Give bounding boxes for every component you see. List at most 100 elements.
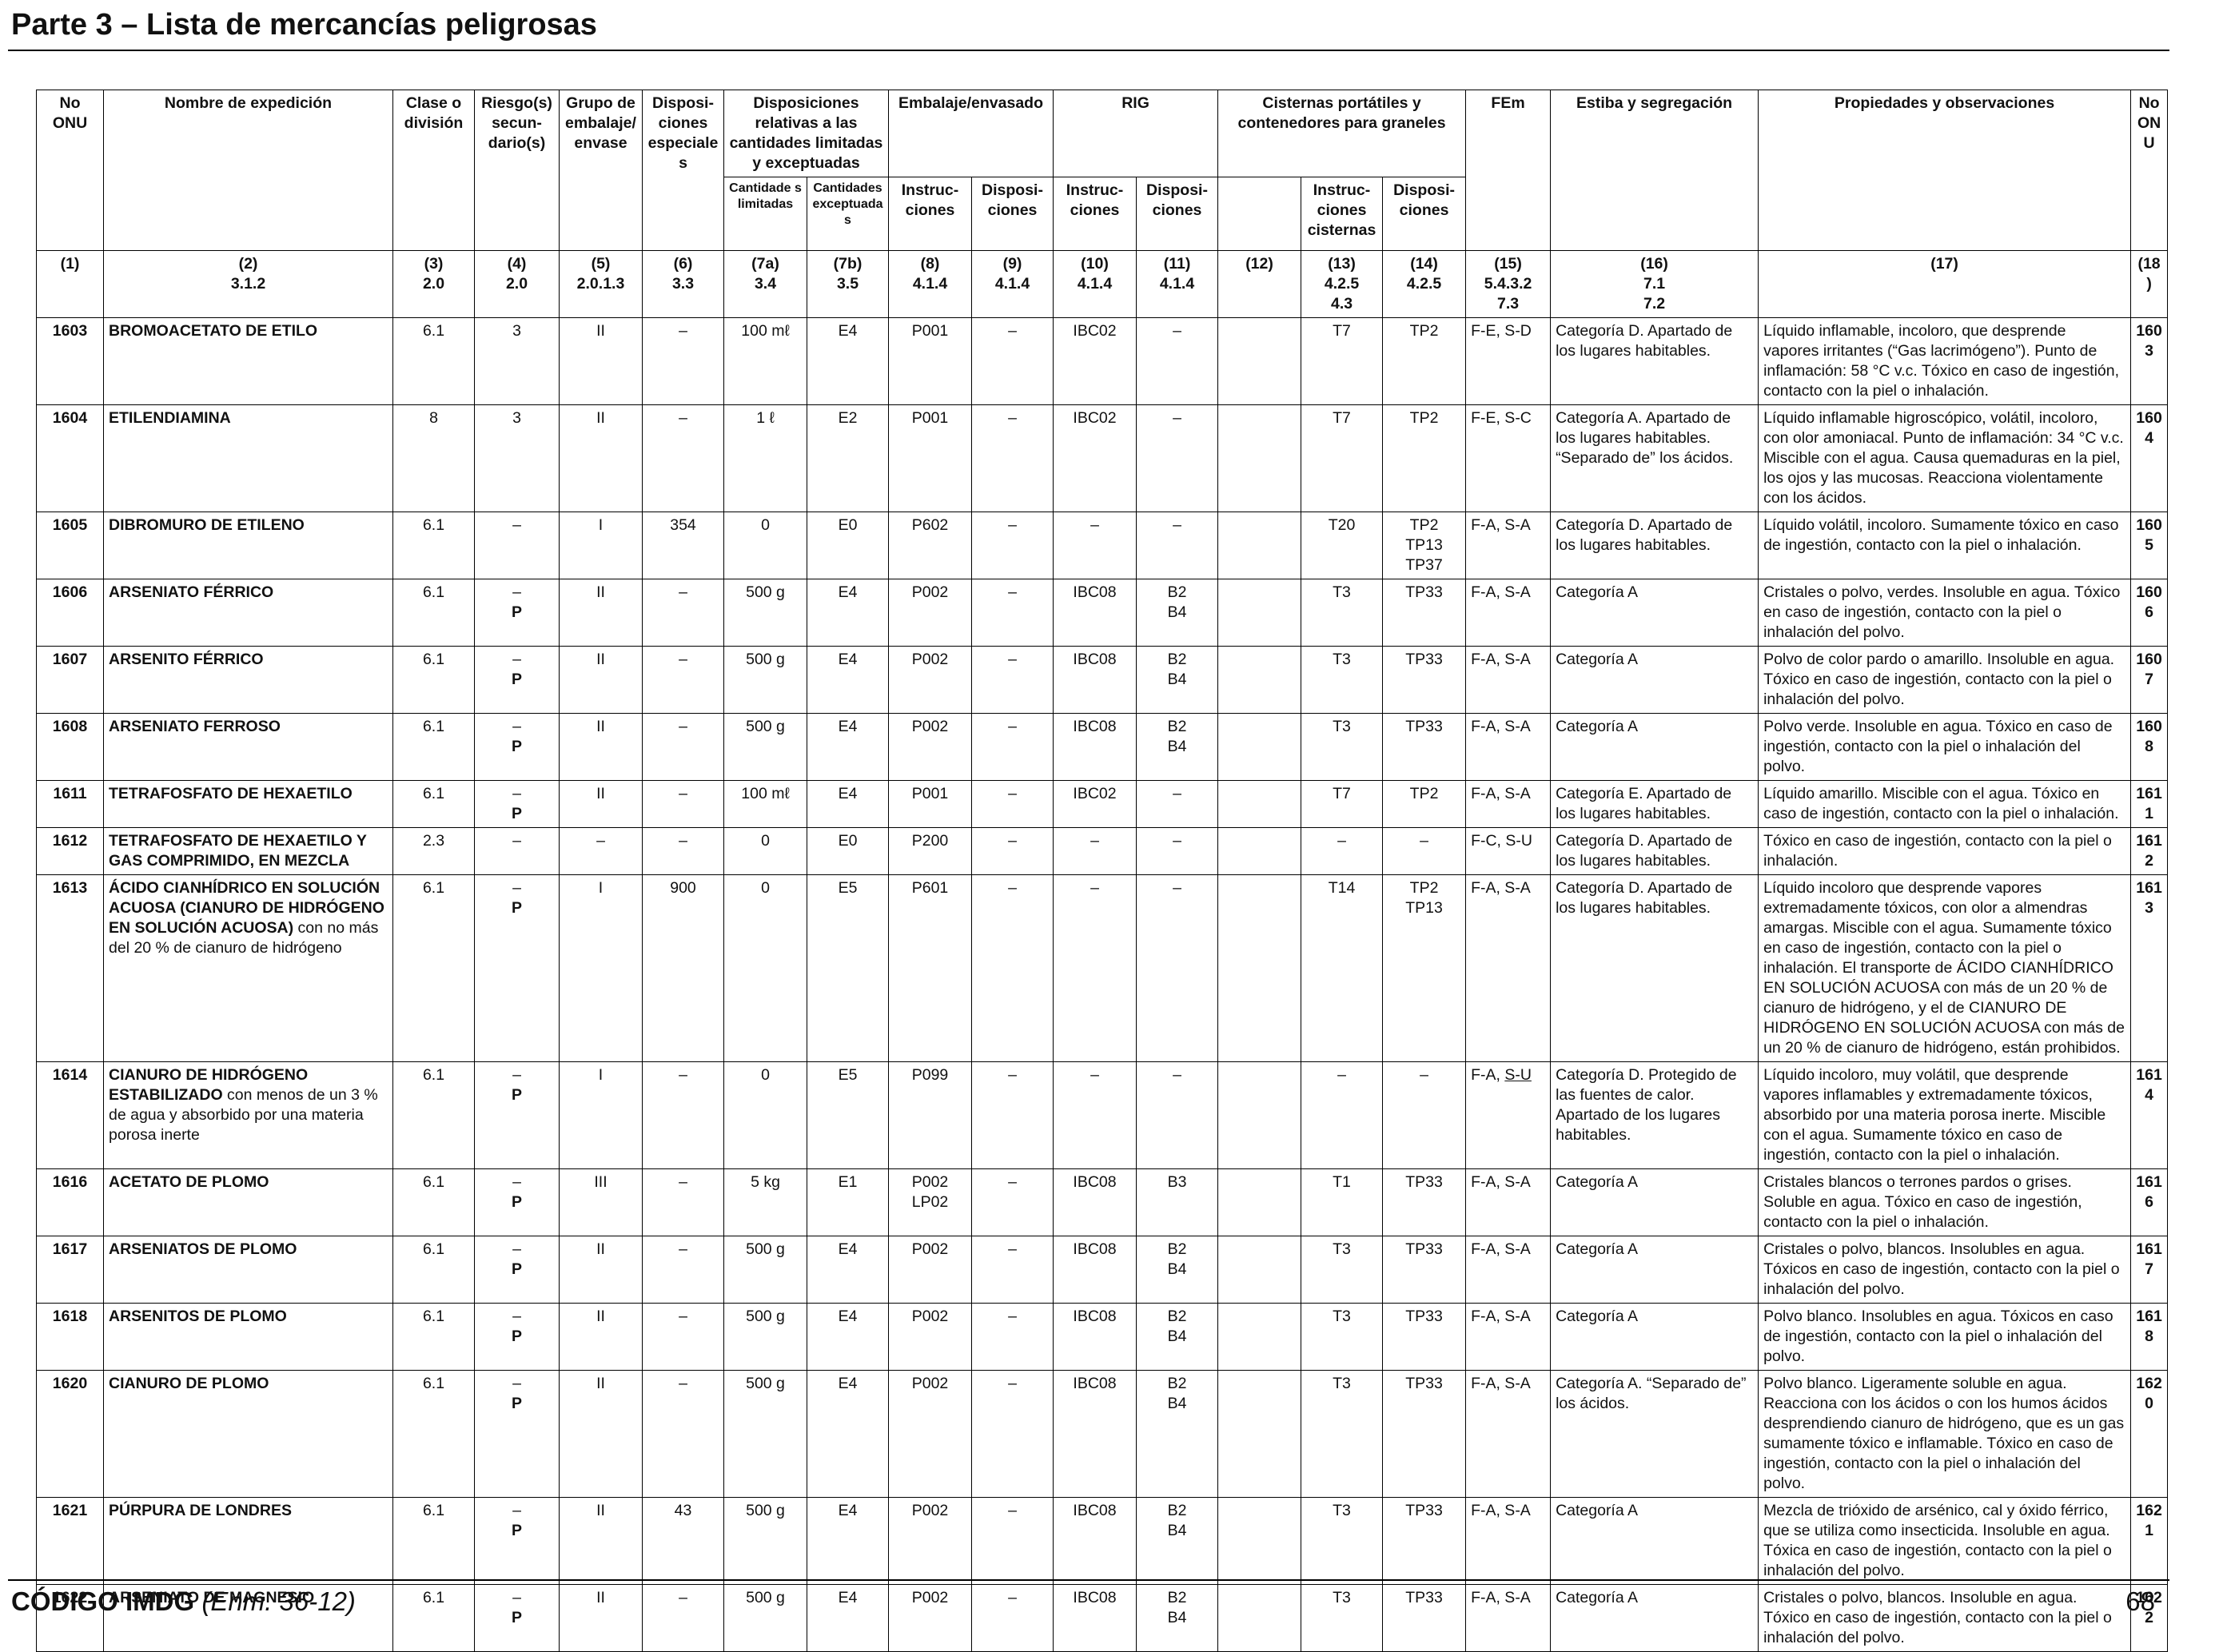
column-12: [1217, 780, 1302, 828]
table-row: 1606 ARSENIATO FÉRRICO 6.1 – P II – 500 g…: [36, 579, 2169, 647]
un-number-right: 1617: [2130, 1236, 2169, 1304]
packing-group: I: [559, 1061, 643, 1169]
ibc-instructions: IBC08: [1053, 1497, 1137, 1585]
limited-quantity: 500 g: [723, 1303, 807, 1371]
packing-provisions: –: [970, 404, 1054, 512]
ems-code: F-E, S-D: [1465, 317, 1552, 405]
un-number-right: 1612: [2130, 827, 2169, 875]
special-provisions: –: [642, 1584, 724, 1652]
ems-code: F-A, S-A: [1465, 646, 1552, 714]
list-value: TP33: [1405, 1308, 1443, 1325]
column-12: [1217, 646, 1302, 714]
packing-instructions: P002: [888, 1497, 972, 1585]
list-value: TP33: [1405, 1375, 1443, 1392]
stowage-segregation: Categoría A: [1550, 1303, 1759, 1371]
limited-quantity: 1 ℓ: [723, 404, 807, 512]
packing-provisions: –: [970, 317, 1054, 405]
shipping-name: ARSENITO FÉRRICO: [103, 646, 393, 714]
shipping-name: PÚRPURA DE LONDRES: [103, 1497, 393, 1585]
packing-provisions: –: [970, 646, 1054, 714]
list-value: P002: [911, 583, 949, 601]
marine-pollutant-mark: P: [511, 738, 522, 755]
packing-instructions: P002: [888, 713, 972, 781]
limited-quantity: 500 g: [723, 713, 807, 781]
column-12: [1217, 1236, 1302, 1304]
list-value: P002: [911, 1240, 949, 1258]
excepted-quantity: E4: [807, 713, 889, 781]
subsidiary-risk: –: [474, 827, 560, 875]
table-row: 1605 DIBROMURO DE ETILENO 6.1 – I 354 0 …: [36, 512, 2169, 579]
excepted-quantity: E2: [807, 404, 889, 512]
un-number-right: 1621: [2130, 1497, 2169, 1585]
limited-quantity: 0: [723, 874, 807, 1062]
un-number-right: 1616: [2130, 1168, 2169, 1236]
packing-provisions: –: [970, 579, 1054, 647]
tank-provisions: –: [1382, 1061, 1467, 1169]
class-division: 8: [392, 404, 475, 512]
un-number-right: 1611: [2130, 780, 2169, 828]
ems-code: F-A, S-A: [1465, 1370, 1552, 1498]
subsidiary-risk: – P: [474, 579, 560, 647]
properties-observations: Líquido incoloro, muy volátil, que despr…: [1758, 1061, 2132, 1169]
tank-provisions: TP33: [1382, 713, 1467, 781]
stowage-segregation: Categoría A: [1550, 579, 1759, 647]
stowage-segregation: Categoría A: [1550, 1168, 1759, 1236]
excepted-quantity: E4: [807, 1236, 889, 1304]
un-number-right: 1613: [2130, 874, 2169, 1062]
excepted-quantity: E4: [807, 317, 889, 405]
tank-instructions: T20: [1301, 512, 1384, 579]
excepted-quantity: E1: [807, 1168, 889, 1236]
ibc-instructions: –: [1053, 827, 1137, 875]
packing-provisions: –: [970, 1236, 1054, 1304]
table-row: 1612 TETRAFOSFATO DE HEXAETILO Y GAS COM…: [36, 827, 2169, 875]
list-value: B4: [1167, 1522, 1187, 1539]
tank-instructions: T3: [1301, 1370, 1384, 1498]
table-header: No ONU Nombre de expedición Clase o divi…: [36, 90, 2169, 318]
column-12: [1217, 317, 1302, 405]
ems-code: F-A, S-A: [1465, 1584, 1552, 1652]
list-value: B4: [1167, 738, 1187, 755]
excepted-quantity: E4: [807, 1303, 889, 1371]
special-provisions: –: [642, 1370, 724, 1498]
limited-quantity: 500 g: [723, 1370, 807, 1498]
class-division: 2.3: [392, 827, 475, 875]
packing-group: II: [559, 1497, 643, 1585]
special-provisions: 900: [642, 874, 724, 1062]
table-row: 1614 CIANURO DE HIDRÓGENO ESTABILIZADO c…: [36, 1061, 2169, 1169]
shipping-name: ARSENIATO FERROSO: [103, 713, 393, 781]
un-number: 1618: [36, 1303, 104, 1371]
marine-pollutant-mark: P: [511, 899, 522, 917]
un-number-right: 1605: [2130, 512, 2169, 579]
tank-provisions: TP33: [1382, 1497, 1467, 1585]
list-value: B4: [1167, 1260, 1187, 1278]
stowage-segregation: Categoría D. Apartado de los lugares hab…: [1550, 827, 1759, 875]
ems-code: F-C, S-U: [1465, 827, 1552, 875]
packing-instructions: P002 LP02: [888, 1168, 972, 1236]
un-number: 1614: [36, 1061, 104, 1169]
col-number: (15) 5.4.3.2 7.3: [1465, 250, 1552, 318]
list-value: TP33: [1405, 718, 1443, 735]
list-value: TP33: [1405, 651, 1443, 668]
list-value: B3: [1167, 1173, 1187, 1191]
class-division: 6.1: [392, 646, 475, 714]
tank-provisions: TP2: [1382, 317, 1467, 405]
excepted-quantity: E4: [807, 579, 889, 647]
shipping-name: CIANURO DE HIDRÓGENO ESTABILIZADO con me…: [103, 1061, 393, 1169]
list-value: –: [1173, 322, 1181, 340]
list-value: TP13: [1405, 536, 1443, 554]
shipping-name-rest: con no más del 20 % de cianuro de hidróg…: [109, 919, 379, 957]
special-provisions: –: [642, 404, 724, 512]
column-12: [1217, 1168, 1302, 1236]
packing-provisions: –: [970, 780, 1054, 828]
ems-code: F-A, S-A: [1465, 1168, 1552, 1236]
tank-provisions: TP33: [1382, 1168, 1467, 1236]
list-value: B4: [1167, 1395, 1187, 1412]
marine-pollutant-mark: P: [511, 805, 522, 822]
un-number: 1603: [36, 317, 104, 405]
packing-provisions: –: [970, 1168, 1054, 1236]
shipping-name: ÁCIDO CIANHÍDRICO EN SOLUCIÓN ACUOSA (CI…: [103, 874, 393, 1062]
col-header-un-right: No ONU: [2130, 90, 2169, 251]
special-provisions: –: [642, 646, 724, 714]
subsidiary-risk: – P: [474, 1236, 560, 1304]
subsidiary-risk: – P: [474, 1303, 560, 1371]
